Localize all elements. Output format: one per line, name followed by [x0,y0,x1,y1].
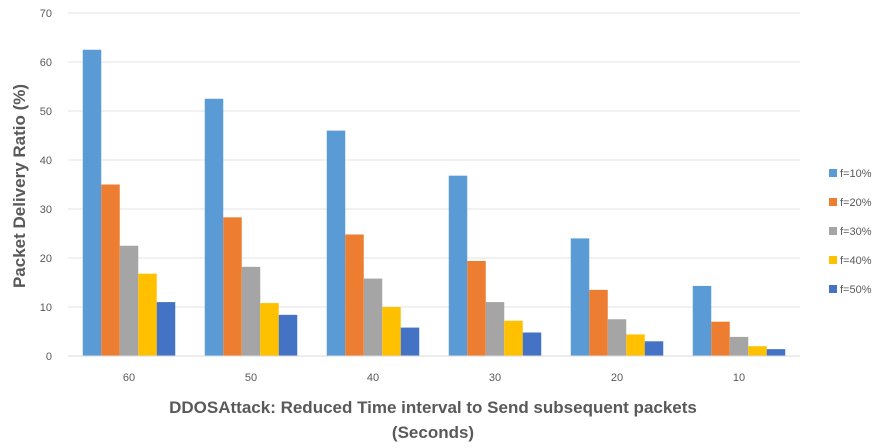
bar-40-f=20% [345,234,364,356]
legend-label: f=30% [840,226,872,238]
bar-10-f=10% [692,285,712,356]
y-tick-label: 20 [40,253,52,265]
bar-20-f=40% [626,334,645,356]
bar-40-f=30% [363,278,383,356]
x-tick-label: 50 [245,372,257,384]
legend-swatch [829,256,837,264]
bar-30-f=10% [448,175,468,356]
y-tick-label: 60 [40,57,52,69]
bar-60-f=20% [101,184,120,356]
bar-10-f=50% [766,349,786,356]
bar-40-f=10% [326,130,346,356]
legend-swatch [829,198,837,206]
bar-50-f=10% [204,98,224,356]
bar-60-f=30% [119,245,139,356]
y-tick-label: 50 [40,106,52,118]
bar-30-f=20% [467,260,486,356]
legend-label: f=40% [840,255,872,267]
bar-50-f=30% [241,266,261,356]
legend-swatch [829,169,837,177]
y-axis-ticks: 0 10 20 30 40 50 60 70 [40,8,52,363]
y-tick-label: 40 [40,155,52,167]
bar-20-f=30% [607,319,627,356]
y-axis-title: Packet Delivery Ratio (%) [10,84,29,288]
legend-swatch [829,285,837,293]
bar-30-f=30% [485,302,505,356]
x-axis-title-line1: DDOSAttack: Reduced Time interval to Sen… [169,398,697,417]
bar-40-f=50% [400,327,420,356]
x-axis-title-line2: (Seconds) [392,423,474,442]
x-tick-label: 30 [489,372,501,384]
bar-40-f=40% [382,307,401,356]
legend-label: f=20% [840,197,872,209]
bar-30-f=40% [504,320,523,356]
bar-10-f=30% [729,336,749,356]
legend-swatch [829,227,837,235]
bar-20-f=20% [589,289,608,356]
legend-label: f=50% [840,284,872,296]
bar-60-f=50% [156,302,176,356]
bar-60-f=40% [138,273,157,356]
bar-30-f=50% [522,332,542,356]
bar-50-f=40% [260,303,279,356]
bar-20-f=10% [570,238,590,356]
y-tick-label: 70 [40,8,52,20]
bar-10-f=20% [711,321,730,356]
bar-60-f=10% [82,49,102,356]
y-tick-label: 10 [40,302,52,314]
y-tick-label: 0 [46,351,52,363]
bar-20-f=50% [644,341,664,356]
bars [82,49,786,356]
bar-50-f=50% [278,314,298,356]
gridlines [68,12,800,308]
x-tick-label: 40 [367,372,379,384]
x-tick-label: 20 [611,372,623,384]
x-axis-ticks: 60 50 40 30 20 10 [123,372,745,384]
x-tick-label: 10 [733,372,745,384]
y-tick-label: 30 [40,204,52,216]
legend-label: f=10% [840,168,872,180]
bar-50-f=20% [223,217,242,356]
legend: f=10% f=20% f=30% f=40% f=50% [829,168,872,296]
x-tick-label: 60 [123,372,135,384]
bar-10-f=40% [748,346,767,356]
